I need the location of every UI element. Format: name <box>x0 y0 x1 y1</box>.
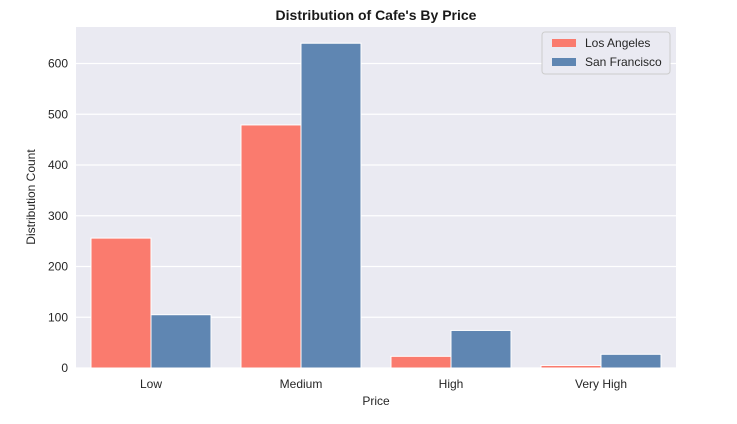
legend: Los Angeles San Francisco <box>541 31 671 75</box>
y-tick-label: 300 <box>48 209 68 223</box>
y-tick-label: 400 <box>48 158 68 172</box>
legend-label-los-angeles: Los Angeles <box>585 36 650 50</box>
x-axis-ticks: Low Medium High Very High <box>140 377 627 391</box>
legend-label-san-francisco: San Francisco <box>585 55 662 69</box>
chart-title: Distribution of Cafe's By Price <box>276 7 477 23</box>
x-tick-label: Low <box>140 377 162 391</box>
bars <box>90 42 662 369</box>
bar-san-francisco-medium <box>300 42 362 369</box>
x-tick-label: Very High <box>575 377 627 391</box>
bar-san-francisco-high <box>450 329 512 369</box>
bar-san-francisco-very-high <box>600 353 662 369</box>
y-axis-label: Distribution Count <box>24 149 38 245</box>
legend-swatch-los-angeles <box>552 39 576 47</box>
y-tick-label: 100 <box>48 310 68 324</box>
plot-area <box>76 27 676 368</box>
y-tick-label: 500 <box>48 107 68 121</box>
bar-los-angeles-low <box>90 237 152 369</box>
y-axis-ticks: 0 100 200 300 400 500 600 <box>48 57 68 375</box>
y-tick-label: 600 <box>48 57 68 71</box>
bar-los-angeles-medium <box>240 124 302 369</box>
x-tick-label: High <box>439 377 464 391</box>
bar-san-francisco-low <box>150 314 212 369</box>
y-tick-label: 0 <box>61 361 68 375</box>
x-tick-label: Medium <box>280 377 323 391</box>
bar-los-angeles-high <box>390 355 452 369</box>
legend-swatch-san-francisco <box>552 58 576 66</box>
bar-los-angeles-very-high <box>540 364 602 369</box>
y-tick-label: 200 <box>48 260 68 274</box>
x-axis-label: Price <box>362 394 390 408</box>
